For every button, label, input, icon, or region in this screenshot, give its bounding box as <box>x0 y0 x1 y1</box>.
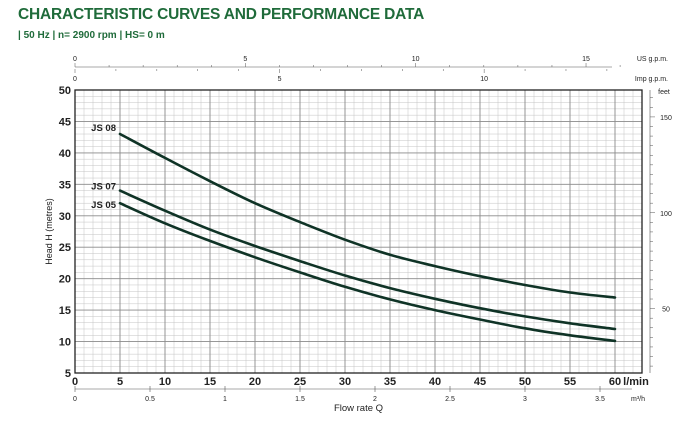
x-unit-label: l/min <box>623 376 649 388</box>
m3h-tick-label: 1 <box>223 396 227 403</box>
curve-js-08 <box>118 132 617 299</box>
imp-gpm-tick-label: 0 <box>73 76 77 83</box>
series-label: JS 08 <box>91 123 116 134</box>
curve-js-05 <box>118 201 617 343</box>
curve-js-07 <box>118 189 617 331</box>
chart-subtitle: | 50 Hz | n= 2900 rpm | HS= 0 m <box>18 30 165 41</box>
y-tick-label: 25 <box>59 242 71 254</box>
us-gpm-tick-label: 15 <box>582 56 590 63</box>
x-axis-title: Flow rate Q <box>334 403 383 414</box>
m3h-tick-label: 2.5 <box>445 396 455 403</box>
x-tick-label: 35 <box>384 376 396 388</box>
x-tick-label: 25 <box>294 376 306 388</box>
x-tick-label: 0 <box>72 376 78 388</box>
chart-title: CHARACTERISTIC CURVES AND PERFORMANCE DA… <box>18 6 425 23</box>
x-tick-label: 30 <box>339 376 351 388</box>
x-tick-label: 20 <box>249 376 261 388</box>
m3h-tick-label: 3.5 <box>595 396 605 403</box>
feet-tick-label: 150 <box>660 115 672 122</box>
x-tick-label: 50 <box>519 376 531 388</box>
y-tick-label: 40 <box>59 148 71 160</box>
m3h-tick-label: 0 <box>73 396 77 403</box>
y-axis-title: Head H (metres) <box>44 198 54 265</box>
y-tick-label: 15 <box>59 305 71 317</box>
m3h-tick-label: 3 <box>523 396 527 403</box>
x-tick-label: 40 <box>429 376 441 388</box>
imp-gpm-tick-label: 10 <box>480 76 488 83</box>
series-label: JS 05 <box>91 200 117 211</box>
y-tick-label: 30 <box>59 211 71 223</box>
y-tick-label: 10 <box>59 337 71 349</box>
y-tick-label: 5 <box>65 368 71 380</box>
m3h-tick-label: 0.5 <box>145 396 155 403</box>
plot-frame <box>74 89 643 374</box>
us-gpm-tick-label: 0 <box>73 56 77 63</box>
y-tick-label: 50 <box>59 85 71 97</box>
x-tick-label: 55 <box>564 376 576 388</box>
us-gpm-unit-label: US g.p.m. <box>637 56 668 63</box>
feet-tick-label: 50 <box>662 307 670 314</box>
m3h-unit-label: m³/h <box>631 396 645 403</box>
y-tick-label: 35 <box>59 179 71 191</box>
feet-tick-label: 100 <box>660 211 672 218</box>
feet-unit-label: feet <box>658 89 670 96</box>
y-tick-label: 20 <box>59 274 71 286</box>
x-tick-label: 60 <box>609 376 621 388</box>
series-label: JS 07 <box>91 182 116 193</box>
imp-gpm-unit-label: Imp g.p.m. <box>635 76 668 83</box>
y-tick-label: 45 <box>59 116 71 128</box>
x-tick-label: 15 <box>204 376 216 388</box>
imp-gpm-tick-label: 5 <box>278 76 282 83</box>
m3h-tick-label: 1.5 <box>295 396 305 403</box>
us-gpm-tick-label: 5 <box>243 56 247 63</box>
m3h-tick-label: 2 <box>373 396 377 403</box>
us-gpm-tick-label: 10 <box>412 56 420 63</box>
x-tick-label: 45 <box>474 376 486 388</box>
x-tick-label: 5 <box>117 376 123 388</box>
x-tick-label: 10 <box>159 376 171 388</box>
